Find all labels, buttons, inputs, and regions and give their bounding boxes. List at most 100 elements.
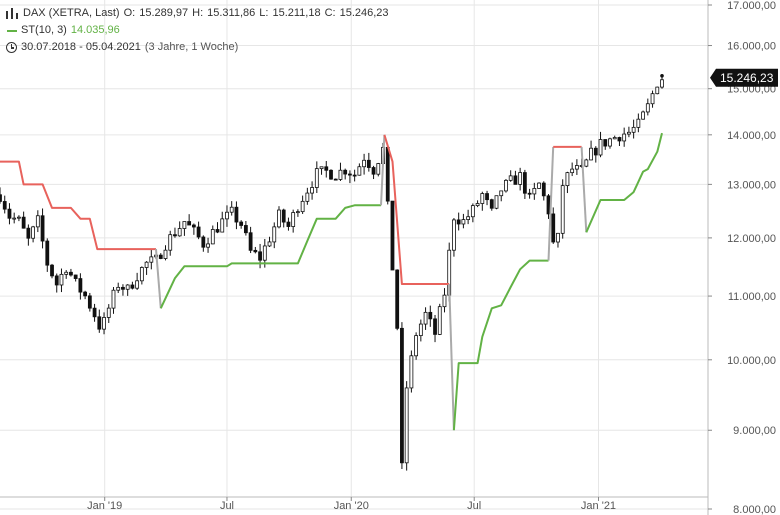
supertrend-flip-segment[interactable]	[547, 146, 555, 261]
candle[interactable]	[560, 179, 565, 239]
candle[interactable]	[456, 212, 461, 231]
candle[interactable]	[442, 288, 447, 313]
candle[interactable]	[390, 200, 395, 271]
legend-instrument-row[interactable]: DAX (XETRA, Last) O: 15.289,97 H: 15.311…	[5, 5, 393, 22]
supertrend-down-segment[interactable]	[0, 160, 156, 251]
candle[interactable]	[173, 227, 177, 238]
candle[interactable]	[64, 270, 69, 279]
candle[interactable]	[144, 261, 149, 275]
candle[interactable]	[239, 220, 244, 229]
candle[interactable]	[348, 170, 352, 184]
candle[interactable]	[475, 200, 480, 208]
candle[interactable]	[522, 169, 527, 199]
candle[interactable]	[135, 272, 140, 290]
candle[interactable]	[461, 213, 466, 229]
supertrend-flip-segment[interactable]	[448, 283, 455, 431]
candle[interactable]	[248, 226, 253, 254]
candle[interactable]	[366, 152, 371, 172]
candle[interactable]	[504, 178, 508, 193]
candle[interactable]	[494, 195, 499, 210]
candle[interactable]	[452, 217, 456, 257]
candle[interactable]	[489, 198, 494, 211]
candle[interactable]	[182, 221, 187, 236]
candle[interactable]	[598, 131, 603, 158]
candle[interactable]	[40, 208, 45, 249]
candle[interactable]	[608, 137, 612, 149]
candle[interactable]	[196, 221, 201, 240]
candle[interactable]	[310, 181, 314, 200]
supertrend-up-segment[interactable]	[159, 204, 381, 309]
candle[interactable]	[622, 127, 627, 147]
supertrend-series[interactable]	[0, 132, 663, 431]
candle[interactable]	[362, 153, 367, 175]
candle[interactable]	[574, 159, 579, 175]
candle[interactable]	[83, 290, 88, 300]
legend-indicator-row[interactable]: ST(10, 3) 14.035,96	[5, 22, 393, 39]
candle[interactable]	[314, 161, 319, 193]
candle[interactable]	[97, 309, 102, 333]
candle[interactable]	[376, 162, 381, 177]
candle[interactable]	[527, 188, 532, 199]
candle[interactable]	[73, 274, 78, 282]
candle[interactable]	[272, 222, 277, 249]
candle[interactable]	[106, 304, 111, 323]
candle[interactable]	[21, 211, 26, 229]
candle[interactable]	[291, 209, 296, 233]
candle[interactable]	[17, 215, 21, 222]
candle[interactable]	[556, 232, 560, 248]
candle[interactable]	[603, 139, 608, 150]
candle[interactable]	[78, 273, 83, 300]
candle[interactable]	[35, 210, 40, 233]
candle[interactable]	[177, 221, 182, 237]
supertrend-up-segment[interactable]	[452, 259, 549, 431]
candle[interactable]	[102, 312, 106, 335]
candle[interactable]	[470, 203, 475, 223]
candle[interactable]	[395, 269, 400, 331]
candle[interactable]	[570, 162, 575, 177]
candle[interactable]	[286, 217, 291, 231]
candle[interactable]	[258, 243, 262, 269]
candle[interactable]	[220, 211, 225, 233]
candle[interactable]	[2, 195, 7, 214]
candle[interactable]	[357, 163, 362, 176]
supertrend-flip-segment[interactable]	[155, 249, 162, 309]
candle[interactable]	[229, 201, 234, 216]
candle[interactable]	[7, 203, 12, 225]
candle[interactable]	[414, 332, 419, 360]
candle[interactable]	[163, 245, 168, 261]
candle[interactable]	[617, 136, 622, 147]
candle[interactable]	[158, 253, 163, 260]
candle[interactable]	[565, 171, 570, 194]
candle[interactable]	[329, 169, 333, 180]
candle[interactable]	[253, 246, 258, 254]
candle[interactable]	[499, 190, 504, 202]
candle[interactable]	[645, 98, 650, 116]
candle[interactable]	[0, 187, 2, 204]
candle[interactable]	[305, 187, 310, 205]
candle[interactable]	[537, 182, 541, 189]
candle[interactable]	[295, 209, 300, 217]
candle[interactable]	[26, 224, 31, 246]
candle[interactable]	[92, 303, 97, 322]
candle[interactable]	[87, 292, 92, 312]
supertrend-flip-segment[interactable]	[580, 146, 588, 233]
candle[interactable]	[541, 181, 546, 201]
candle[interactable]	[300, 195, 305, 214]
candle[interactable]	[518, 167, 523, 191]
supertrend-down-segment[interactable]	[383, 134, 450, 285]
candle[interactable]	[191, 223, 196, 235]
candle[interactable]	[168, 230, 173, 256]
candle[interactable]	[125, 284, 130, 296]
candle[interactable]	[508, 170, 513, 182]
supertrend-up-segment[interactable]	[585, 132, 663, 233]
candle[interactable]	[59, 268, 64, 293]
candle[interactable]	[45, 238, 50, 272]
candle[interactable]	[234, 201, 239, 230]
candle[interactable]	[660, 77, 664, 89]
candle[interactable]	[324, 161, 329, 178]
candle[interactable]	[589, 140, 593, 161]
candle[interactable]	[121, 284, 125, 296]
candle[interactable]	[277, 206, 281, 229]
candle[interactable]	[206, 237, 210, 253]
